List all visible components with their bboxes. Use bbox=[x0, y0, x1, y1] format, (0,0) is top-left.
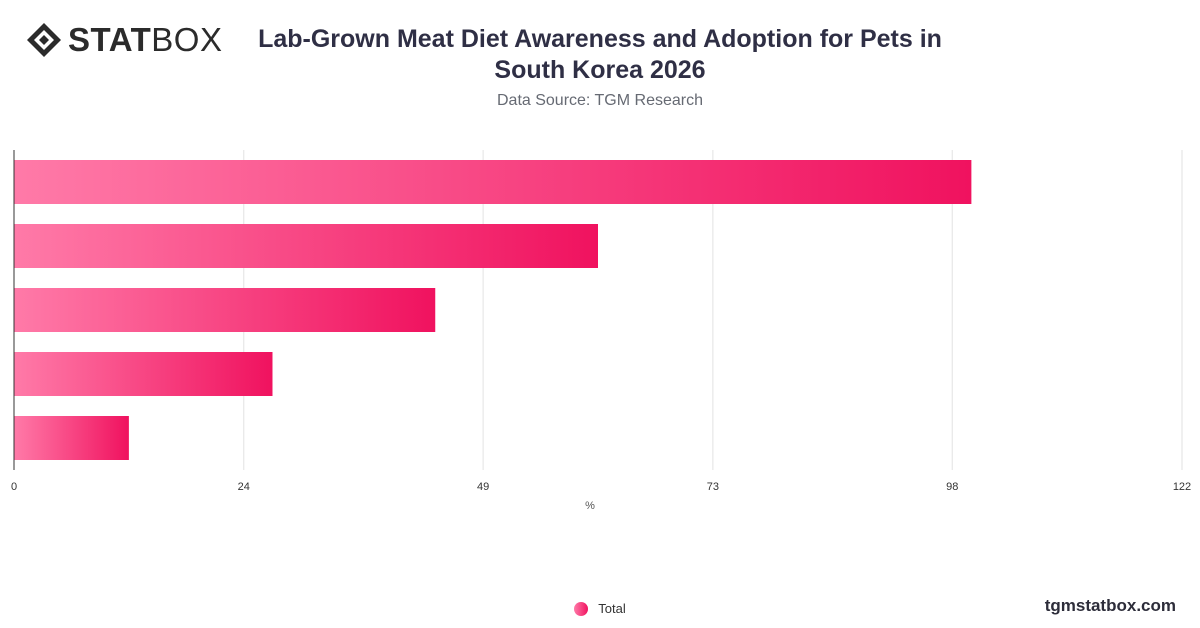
x-axis-ticks: 0 24 49 73 98 122 bbox=[11, 481, 1191, 493]
x-tick-label: 98 bbox=[946, 481, 958, 493]
bar-1[interactable] bbox=[14, 160, 972, 204]
legend[interactable]: Total bbox=[0, 601, 1200, 616]
legend-label-total: Total bbox=[598, 601, 626, 616]
chart-subtitle: Data Source: TGM Research bbox=[496, 92, 703, 109]
x-axis-label: % bbox=[585, 500, 595, 512]
bar-2[interactable] bbox=[14, 224, 598, 268]
bar-5[interactable] bbox=[14, 416, 129, 460]
legend-swatch-total bbox=[574, 601, 589, 616]
bar-chart: 0 24 49 73 98 122 % bbox=[11, 150, 1191, 512]
bar-4[interactable] bbox=[14, 352, 273, 396]
diamond-logo-icon bbox=[27, 23, 61, 57]
bar-3[interactable] bbox=[14, 288, 436, 332]
logo-wordmark: STATBOX bbox=[68, 22, 222, 58]
x-tick-label: 0 bbox=[11, 481, 17, 493]
x-tick-label: 122 bbox=[1173, 481, 1191, 493]
x-tick-label: 49 bbox=[477, 481, 489, 493]
statbox-logo: STATBOX bbox=[26, 22, 222, 58]
chart-title: Lab-Grown Meat Diet Awareness and Adopti… bbox=[258, 25, 942, 84]
x-tick-label: 73 bbox=[707, 481, 719, 493]
logo-light-text: BOX bbox=[151, 21, 223, 58]
site-url: tgmstatbox.com bbox=[1044, 596, 1176, 615]
bars bbox=[14, 160, 972, 460]
x-tick-label: 24 bbox=[238, 481, 250, 493]
logo-bold-text: STAT bbox=[68, 21, 152, 58]
